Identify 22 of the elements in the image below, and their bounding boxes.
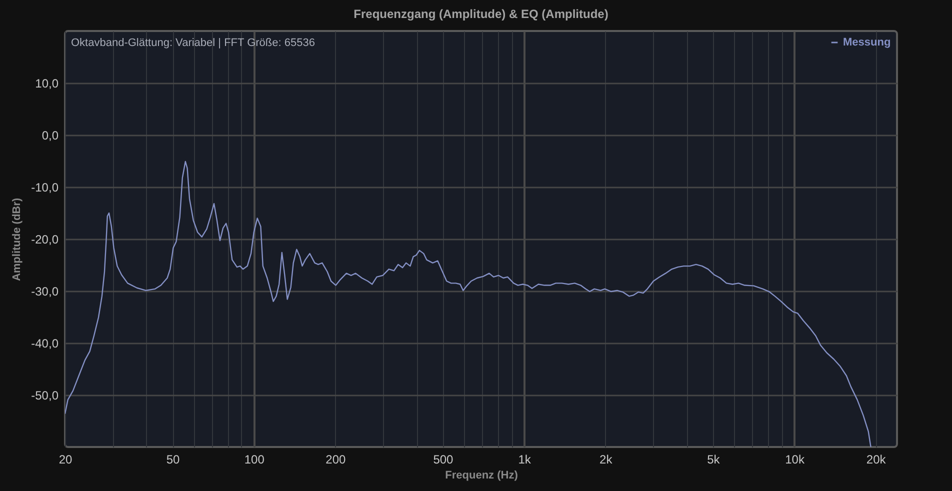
x-tick-label: 200 bbox=[326, 452, 346, 466]
y-tick-label: -10,0 bbox=[31, 180, 59, 194]
x-axis-title: Frequenz (Hz) bbox=[445, 470, 518, 482]
y-tick-label: 0,0 bbox=[42, 128, 59, 142]
x-tick-label: 1k bbox=[518, 452, 532, 466]
y-tick-label: -40,0 bbox=[31, 336, 59, 350]
x-tick-label: 50 bbox=[166, 452, 180, 466]
legend-label: Messung bbox=[843, 36, 891, 48]
x-tick-label: 500 bbox=[433, 452, 454, 466]
chart-title: Frequenzgang (Amplitude) & EQ (Amplitude) bbox=[354, 7, 608, 21]
x-tick-label: 5k bbox=[707, 452, 721, 466]
x-tick-label: 20 bbox=[58, 452, 72, 466]
y-tick-label: -30,0 bbox=[31, 284, 59, 298]
annotation: Oktavband-Glättung: Variabel | FFT Größe: 65536 bbox=[71, 37, 315, 49]
y-tick-label: -20,0 bbox=[31, 232, 59, 246]
x-tick-label: 100 bbox=[244, 452, 265, 466]
y-tick-label: -50,0 bbox=[31, 388, 59, 402]
y-tick-label: 10,0 bbox=[35, 76, 59, 90]
x-tick-label: 10k bbox=[785, 452, 806, 466]
x-tick-label: 2k bbox=[600, 452, 614, 466]
y-axis-title: Amplitude (dBr) bbox=[11, 198, 24, 282]
x-tick-label: 20k bbox=[866, 452, 887, 466]
